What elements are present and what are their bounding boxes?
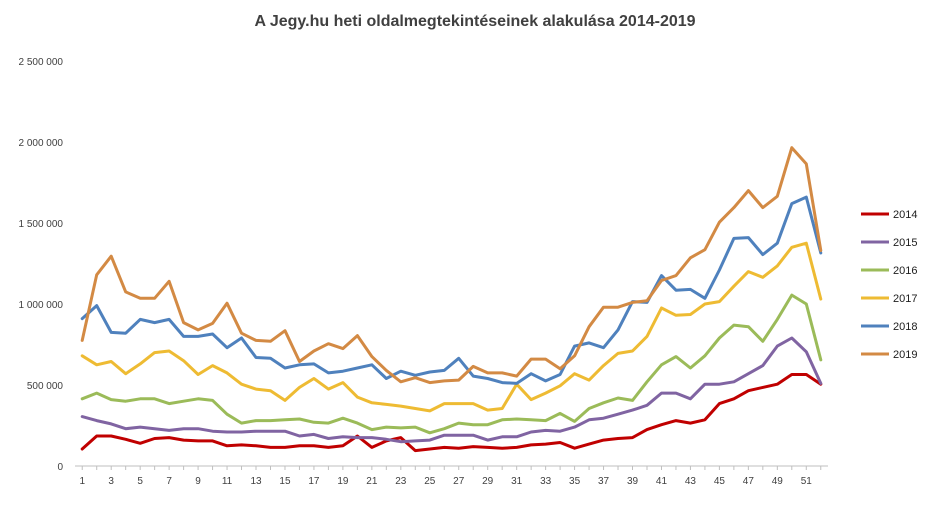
x-tick-label: 19 <box>337 476 349 487</box>
y-tick-label: 0 <box>57 462 63 473</box>
x-tick-label: 35 <box>569 476 581 487</box>
series-line-2016 <box>80 293 823 435</box>
x-axis-ticks: 1 3 5 7 9 11 13 15 17 19 21 23 25 27 29 31 33 35 37 39 41 43 4… <box>79 466 822 487</box>
series-line-2019 <box>80 146 823 385</box>
x-tick-label: 27 <box>453 476 465 487</box>
x-tick-label: 9 <box>195 476 201 487</box>
x-tick-label: 45 <box>714 476 726 487</box>
legend-label-2017: 2017 <box>893 293 917 305</box>
x-tick-label: 43 <box>685 476 697 487</box>
x-tick-label: 39 <box>627 476 639 487</box>
y-axis-ticks: 0 500 000 1 000 000 1 500 000 2 000 000 2 500… <box>19 57 64 473</box>
x-tick-label: 31 <box>511 476 523 487</box>
legend-label-2018: 2018 <box>893 321 917 333</box>
x-tick-label: 33 <box>540 476 552 487</box>
x-tick-label: 1 <box>79 476 85 487</box>
x-tick-label: 37 <box>598 476 610 487</box>
x-tick-label: 11 <box>222 476 233 487</box>
x-tick-label: 21 <box>366 476 378 487</box>
x-tick-label: 17 <box>308 476 320 487</box>
x-tick-label: 7 <box>166 476 172 487</box>
series-line-2017 <box>80 241 823 413</box>
series-line-2015 <box>80 336 823 444</box>
legend-label-2016: 2016 <box>893 265 917 277</box>
legend-label-2019: 2019 <box>893 349 917 361</box>
y-tick-label: 2 000 000 <box>19 138 64 149</box>
x-tick-label: 51 <box>801 476 813 487</box>
x-tick-label: 47 <box>743 476 755 487</box>
x-tick-label: 15 <box>279 476 291 487</box>
x-tick-label: 5 <box>137 476 143 487</box>
x-tick-label: 49 <box>772 476 784 487</box>
series-line-2014 <box>80 373 823 453</box>
series-line-2018 <box>80 195 823 385</box>
x-tick-label: 23 <box>395 476 407 487</box>
legend: 2014 2015 2016 2017 2018 2019 <box>861 209 917 361</box>
x-tick-label: 41 <box>656 476 668 487</box>
x-tick-label: 3 <box>108 476 114 487</box>
legend-label-2015: 2015 <box>893 237 917 249</box>
x-tick-label: 29 <box>482 476 494 487</box>
y-tick-label: 1 000 000 <box>19 300 64 311</box>
x-tick-label: 25 <box>424 476 436 487</box>
series-lines <box>80 146 823 453</box>
y-tick-label: 2 500 000 <box>19 57 64 68</box>
legend-label-2014: 2014 <box>893 209 917 221</box>
y-tick-label: 1 500 000 <box>19 219 64 230</box>
y-tick-label: 500 000 <box>27 381 64 392</box>
x-tick-label: 13 <box>250 476 262 487</box>
chart-title: A Jegy.hu heti oldalmegtekintéseinek ala… <box>254 13 695 30</box>
